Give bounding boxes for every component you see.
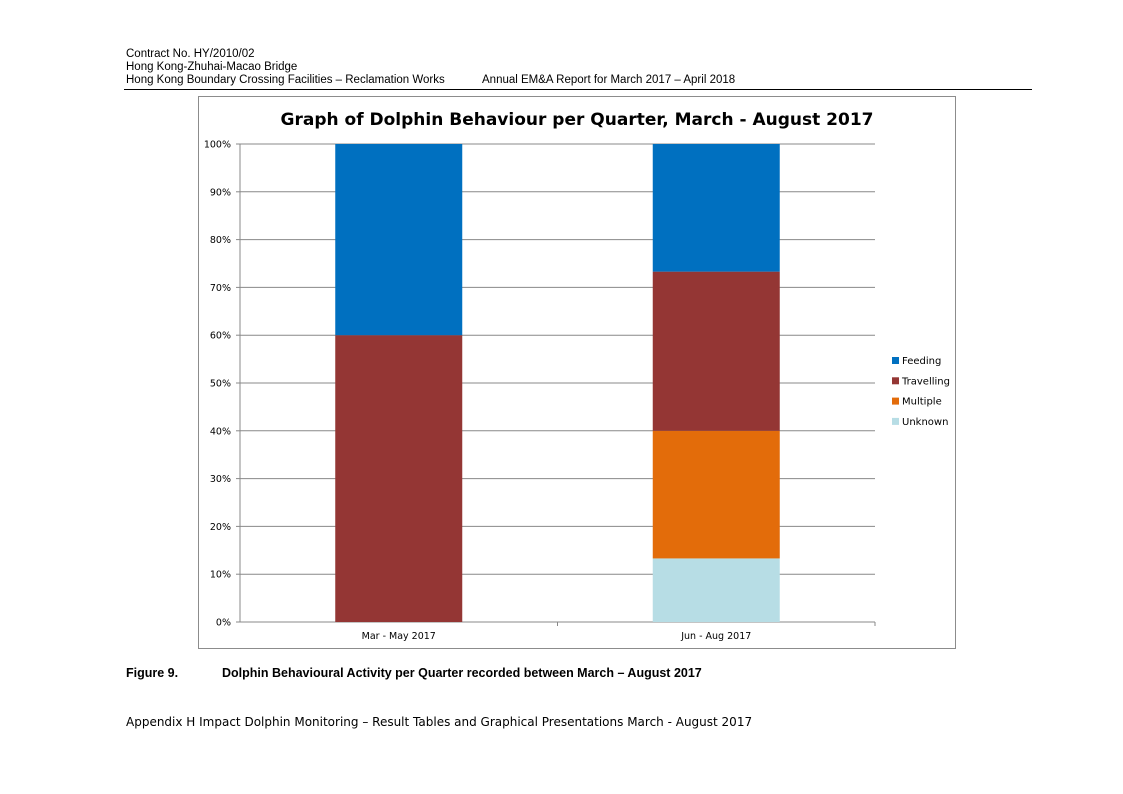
figure-caption: Figure 9. Dolphin Behavioural Activity p… [126, 666, 702, 680]
chart-title: Graph of Dolphin Behaviour per Quarter, … [281, 110, 874, 130]
y-tick-label: 10% [210, 570, 231, 581]
y-tick-label: 90% [210, 187, 231, 198]
y-tick-label: 20% [210, 522, 231, 533]
chart-svg: Graph of Dolphin Behaviour per Quarter, … [204, 110, 950, 642]
legend-swatch-feeding [892, 357, 899, 364]
x-tick-label: Mar - May 2017 [362, 631, 436, 642]
document-header: Contract No. HY/2010/02 Hong Kong-Zhuhai… [126, 48, 735, 87]
y-tick-label: 0% [216, 618, 231, 629]
bar-segment-unknown [652, 558, 780, 622]
bar-segment-feeding [335, 144, 463, 336]
bar-segment-multiple [652, 430, 780, 559]
y-tick-label: 30% [210, 474, 231, 485]
bar-segment-travelling [335, 335, 463, 622]
project-name: Hong Kong-Zhuhai-Macao Bridge [126, 61, 298, 73]
y-tick-label: 60% [210, 331, 231, 342]
chart-frame: Graph of Dolphin Behaviour per Quarter, … [198, 96, 956, 649]
x-tick-label: Jun - Aug 2017 [680, 631, 751, 642]
report-name: Annual EM&A Report for March 2017 – Apri… [482, 74, 736, 86]
y-tick-label: 40% [210, 426, 231, 437]
legend-swatch-multiple [892, 397, 899, 405]
header-line3: Hong Kong Boundary Crossing Facilities –… [126, 74, 735, 87]
legend-label-travelling: Travelling [901, 376, 950, 387]
legend-label-feeding: Feeding [902, 356, 941, 367]
bar-segment-feeding [652, 144, 780, 272]
contract-number: Contract No. HY/2010/02 [126, 48, 255, 60]
y-tick-label: 70% [210, 283, 231, 294]
legend-swatch-unknown [892, 417, 899, 425]
y-tick-label: 100% [204, 140, 231, 151]
y-tick-label: 50% [210, 379, 231, 390]
bar-segment-travelling [652, 271, 780, 431]
figure-number: Figure 9. [126, 666, 179, 680]
legend-label-unknown: Unknown [902, 417, 948, 428]
page-footer: Appendix H Impact Dolphin Monitoring – R… [126, 715, 753, 729]
y-tick-label: 80% [210, 235, 231, 246]
works-name: Hong Kong Boundary Crossing Facilities –… [126, 74, 445, 86]
figure-title: Dolphin Behavioural Activity per Quarter… [222, 666, 702, 680]
legend-label-multiple: Multiple [902, 397, 942, 408]
legend-swatch-travelling [892, 377, 899, 385]
header-rule [124, 89, 1032, 90]
